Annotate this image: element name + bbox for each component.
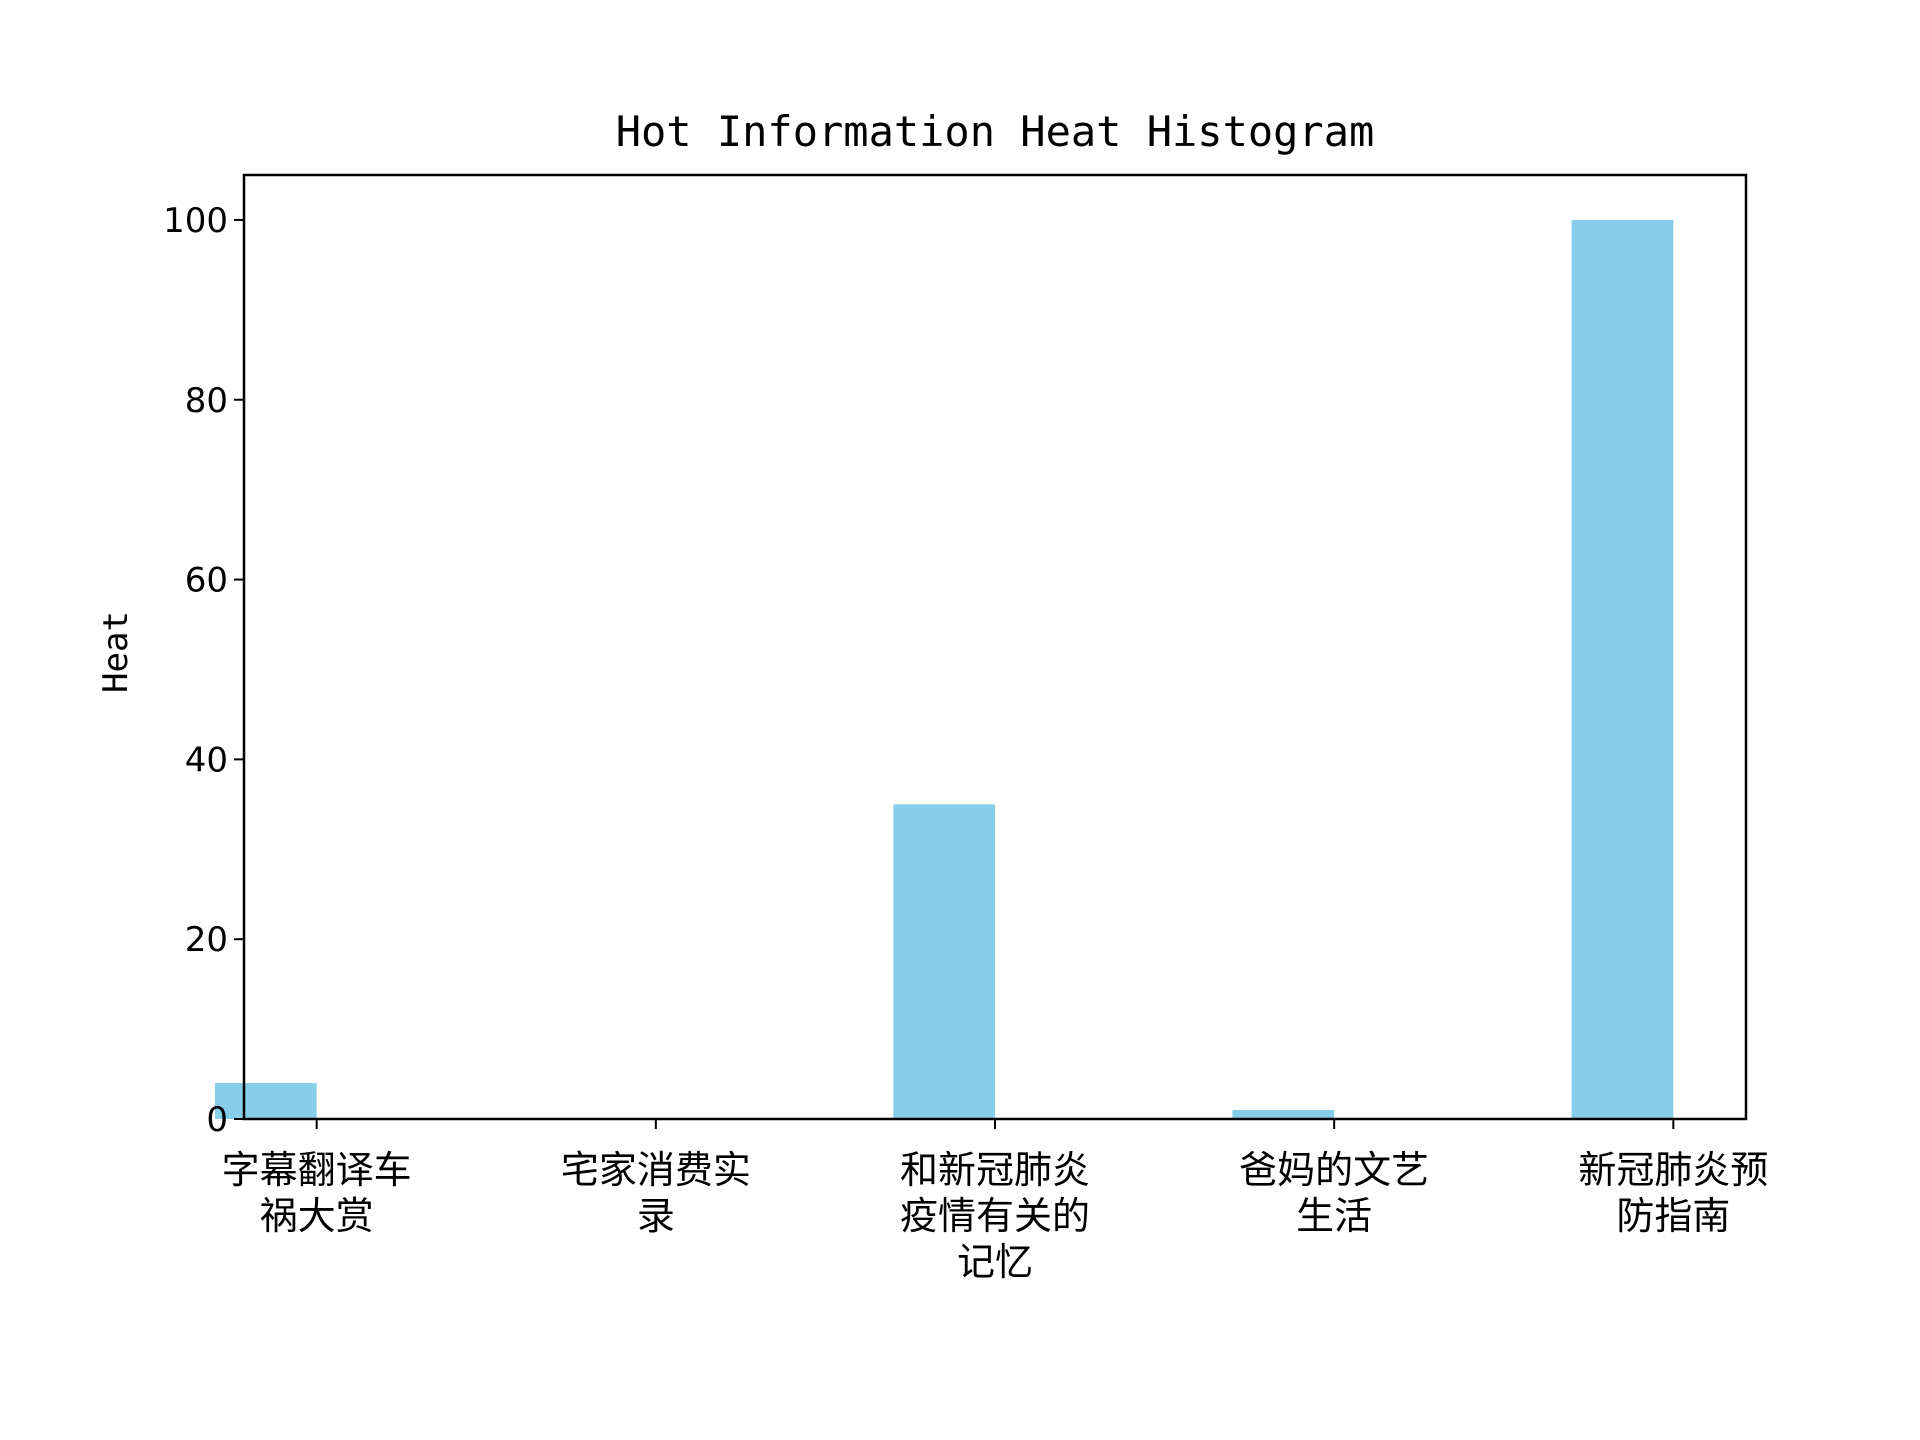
chart-title: Hot Information Heat Histogram [616, 107, 1375, 156]
y-tick-label-0: 0 [206, 1100, 228, 1140]
bar-2 [893, 804, 995, 1119]
x-tick-label-3: 爸妈的文艺生活 [1239, 1148, 1429, 1238]
bar-4 [1571, 219, 1674, 1119]
y-tick-label-3: 60 [185, 561, 228, 601]
y-axis-label: Heat [96, 611, 136, 693]
x-axis-ticks: 字幕翻译车祸大赏 宅家消费实录 和新冠肺炎疫情有关的记忆 爸妈的文艺生活 新冠肺炎预防指… [222, 1119, 1768, 1284]
y-tick-label-2: 40 [185, 740, 228, 780]
y-tick-label-5: 100 [163, 201, 228, 241]
plot-frame [242, 173, 1748, 1121]
bars [214, 219, 1674, 1119]
x-tick-label-0: 字幕翻译车祸大赏 [222, 1148, 412, 1238]
x-tick-label-2: 和新冠肺炎疫情有关的记忆 [900, 1148, 1090, 1284]
x-tick-label-1: 宅家消费实录 [561, 1148, 751, 1238]
bar-3 [1232, 1110, 1335, 1119]
y-axis-ticks: 0 20 40 60 80 100 [163, 201, 244, 1140]
y-tick-label-4: 80 [185, 381, 228, 421]
x-tick-label-4: 新冠肺炎预防指南 [1578, 1148, 1768, 1238]
y-tick-label-1: 20 [185, 920, 228, 960]
bar-0 [214, 1083, 317, 1119]
